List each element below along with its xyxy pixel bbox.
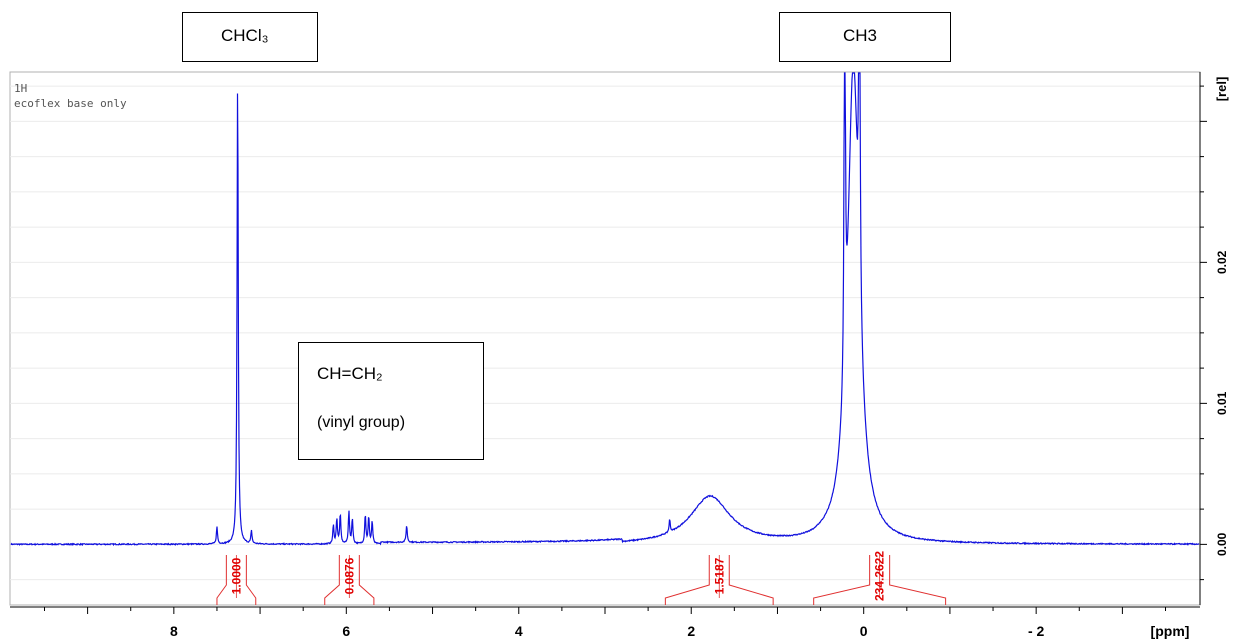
- spectrum-trace: [10, 72, 1200, 547]
- x-axis: 8 6 4 2 0 - 2: [10, 606, 1200, 639]
- x-tick-label: 2: [687, 623, 695, 639]
- integral-region: 1.0000: [216, 555, 257, 605]
- integral-regions: 1.0000 0.0876 1.5187 234.2622: [216, 551, 947, 605]
- integral-region: 0.0876: [324, 555, 375, 605]
- x-axis-label: [ppm]: [1151, 623, 1190, 639]
- x-tick-label: - 2: [1028, 623, 1045, 639]
- y-axis: 0.00 0.01 0.02: [1199, 72, 1229, 605]
- integral-region: 1.5187: [664, 555, 774, 605]
- x-tick-label: 0: [860, 623, 868, 639]
- grid-lines: [10, 85, 1200, 581]
- annotation-ch3: CH3: [779, 12, 951, 62]
- x-tick-label: 6: [342, 623, 350, 639]
- info-line-sample: ecoflex base only: [14, 97, 127, 110]
- y-tick-label: 0.01: [1215, 391, 1229, 415]
- integral-label: 1.0000: [229, 557, 243, 594]
- annotation-chcl3-label: CHCl₃: [221, 26, 269, 45]
- plot-frame: [9, 71, 1201, 606]
- x-tick-label: 4: [515, 623, 523, 639]
- integral-region: 234.2622: [813, 551, 947, 605]
- annotation-ch3-label: CH3: [843, 26, 878, 45]
- annotation-vinyl-description: (vinyl group): [317, 414, 406, 431]
- x-tick-label: 8: [170, 623, 178, 639]
- integral-label: 1.5187: [712, 557, 726, 594]
- annotation-vinyl-formula: CH=CH₂: [317, 364, 383, 383]
- y-tick-label: 0.00: [1215, 532, 1229, 556]
- y-tick-label: 0.02: [1215, 250, 1229, 274]
- annotation-vinyl: CH=CH₂ (vinyl group): [298, 342, 484, 460]
- y-axis-label: [rel]: [1214, 77, 1229, 102]
- info-line-nucleus: 1H: [14, 82, 28, 95]
- integral-label: 0.0876: [342, 557, 356, 594]
- integral-label: 234.2622: [873, 551, 887, 601]
- annotation-chcl3: CHCl₃: [182, 12, 318, 62]
